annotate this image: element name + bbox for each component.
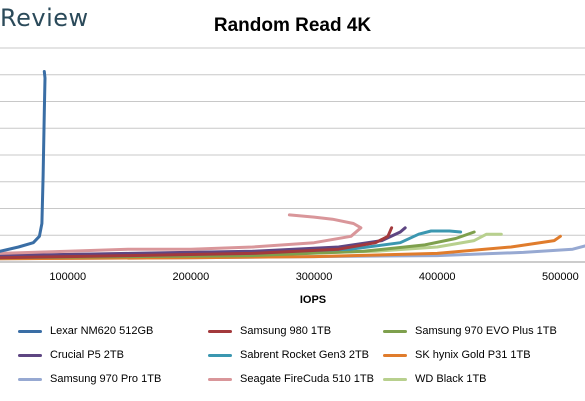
legend-label: Lexar NM620 512GB bbox=[50, 325, 154, 337]
legend-swatch bbox=[18, 329, 42, 333]
x-tick-label: 500000 bbox=[542, 271, 579, 283]
x-tick-label: 400000 bbox=[419, 271, 456, 283]
legend-swatch bbox=[383, 329, 407, 333]
x-tick-label: 200000 bbox=[173, 271, 210, 283]
legend-swatch bbox=[18, 377, 42, 381]
series-lines bbox=[0, 70, 585, 261]
legend-label: Samsung 970 Pro 1TB bbox=[50, 373, 162, 385]
legend-swatch bbox=[208, 377, 232, 381]
legend-item: Sabrent Rocket Gen3 2TB bbox=[208, 349, 369, 361]
series-line-sk-hynix-gold-p31-1tb bbox=[0, 234, 562, 261]
legend-label: Crucial P5 2TB bbox=[50, 349, 124, 361]
x-tick-label: 300000 bbox=[296, 271, 333, 283]
legend-swatch bbox=[18, 353, 42, 357]
legend-label: Sabrent Rocket Gen3 2TB bbox=[240, 349, 370, 361]
legend-swatch bbox=[208, 329, 232, 333]
chart-title: Random Read 4K bbox=[213, 15, 372, 36]
legend-swatch bbox=[383, 353, 407, 357]
gridlines bbox=[0, 47, 585, 263]
x-axis-label: IOPS bbox=[300, 294, 326, 306]
series-line-lexar-nm620-512gb bbox=[0, 70, 47, 253]
series-line-crucial-p5-2tb bbox=[0, 226, 407, 258]
legend-swatch bbox=[383, 377, 407, 381]
legend-item: Samsung 980 1TB bbox=[208, 325, 331, 337]
legend-label: Seagate FireCuda 510 1TB bbox=[240, 373, 374, 385]
line-chart: 100000 200000 300000 400000 500000 IOPS bbox=[0, 47, 585, 306]
legend-item: Seagate FireCuda 510 1TB bbox=[208, 373, 374, 385]
x-tick-label: 100000 bbox=[49, 271, 86, 283]
legend-item: SK hynix Gold P31 1TB bbox=[383, 349, 531, 361]
legend-label: Samsung 980 1TB bbox=[240, 325, 332, 337]
legend-swatch bbox=[208, 353, 232, 357]
brand-logo-text: Review bbox=[0, 4, 89, 32]
legend-item: WD Black 1TB bbox=[383, 373, 487, 385]
legend-item: Crucial P5 2TB bbox=[18, 349, 124, 361]
legend-item: Lexar NM620 512GB bbox=[18, 325, 153, 337]
legend-label: SK hynix Gold P31 1TB bbox=[415, 349, 531, 361]
legend-label: Samsung 970 EVO Plus 1TB bbox=[415, 325, 557, 337]
legend-item: Samsung 970 Pro 1TB bbox=[18, 373, 161, 385]
chart-legend: Lexar NM620 512GB Samsung 980 1TB Samsung … bbox=[18, 320, 585, 398]
x-axis: 100000 200000 300000 400000 500000 bbox=[49, 271, 578, 283]
series-line-seagate-firecuda-510-1tb bbox=[0, 213, 363, 255]
legend-item: Samsung 970 EVO Plus 1TB bbox=[383, 325, 557, 337]
series-line-samsung-980-1tb bbox=[0, 226, 394, 260]
legend-label: WD Black 1TB bbox=[415, 373, 487, 385]
